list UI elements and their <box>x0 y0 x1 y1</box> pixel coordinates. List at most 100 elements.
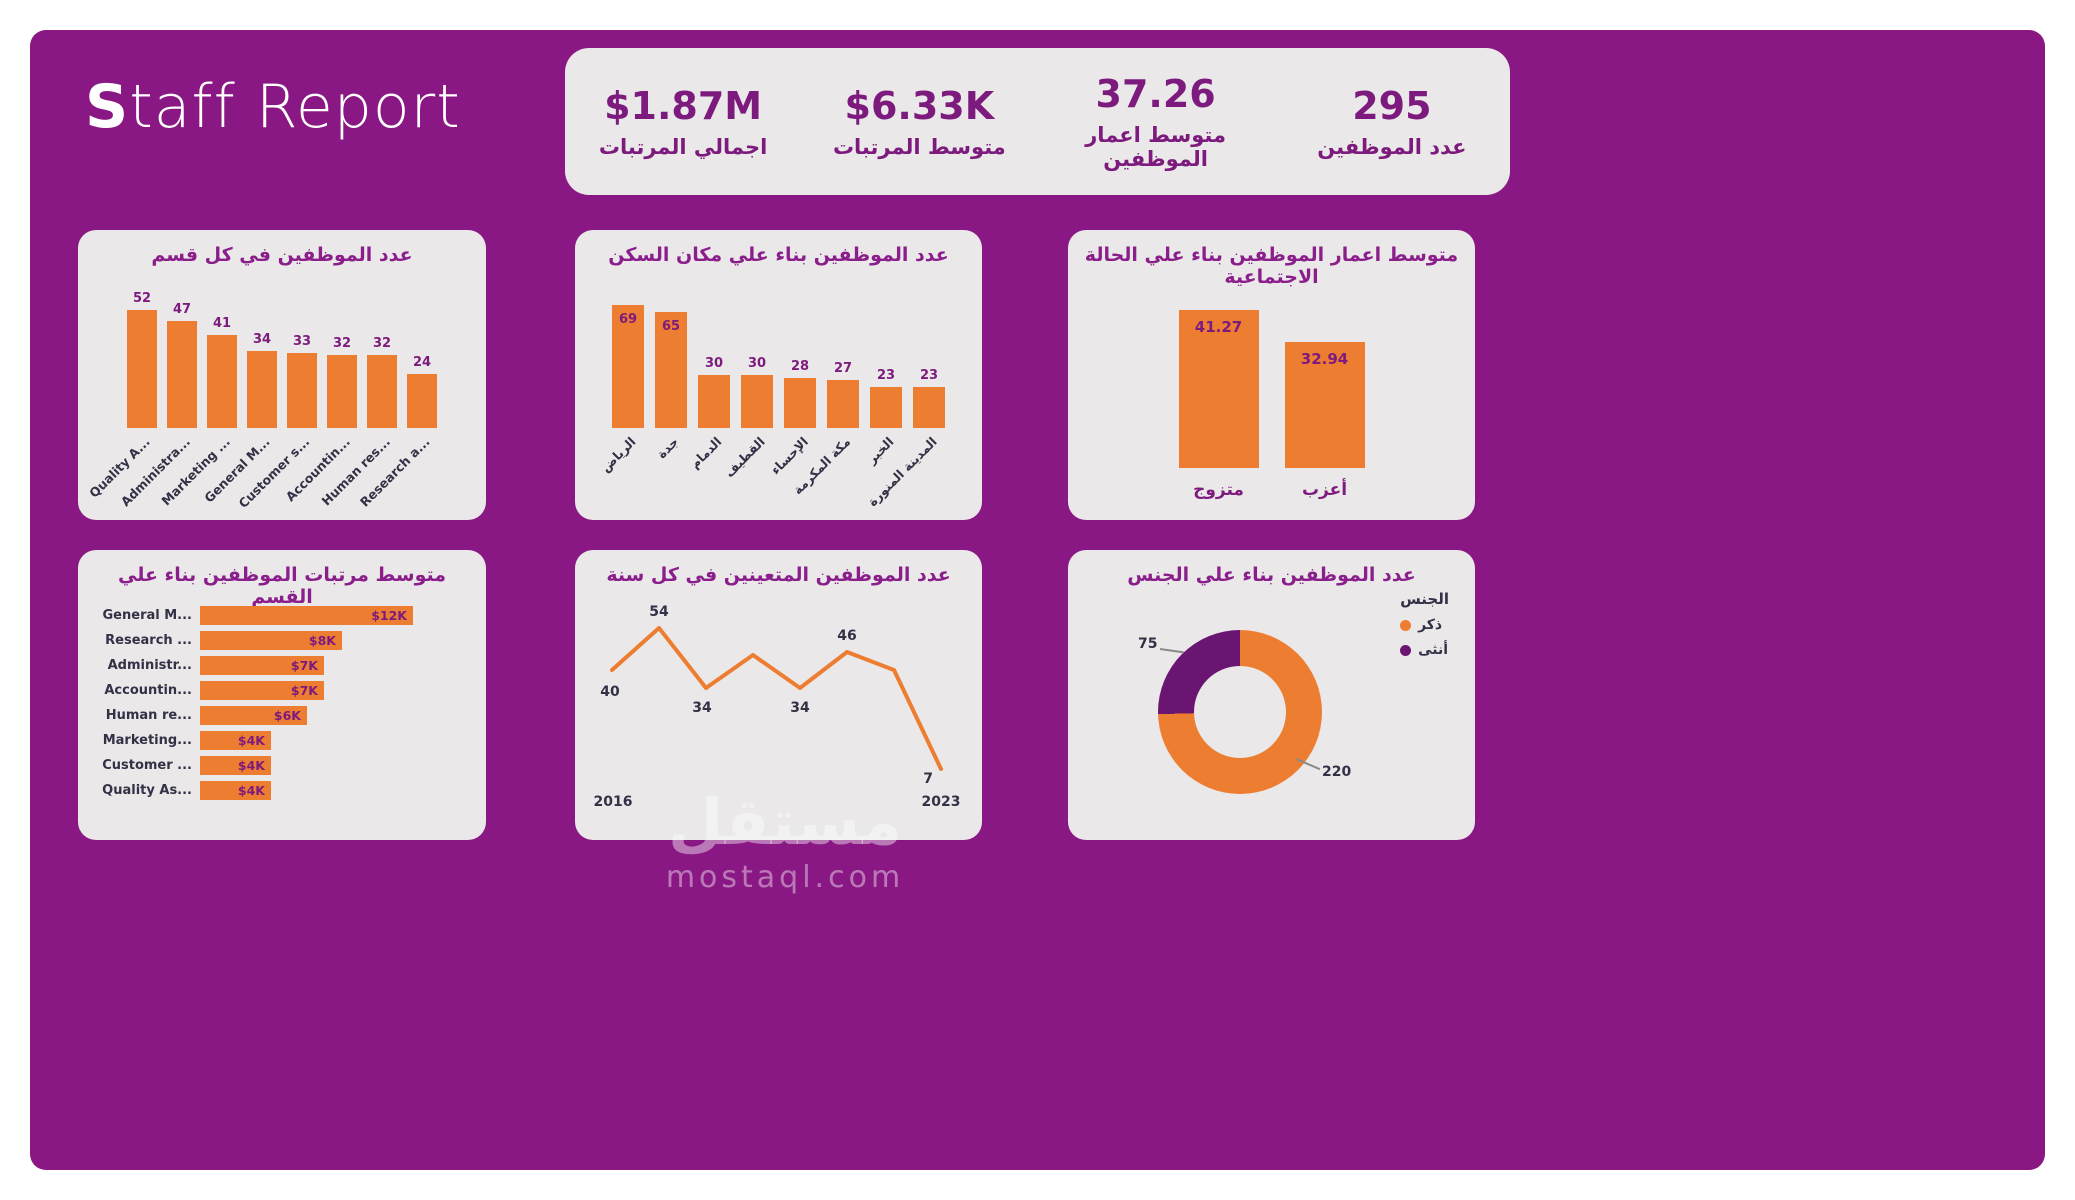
bar-value-label: $4K <box>237 733 265 748</box>
kpi-card: $1.87M اجمالي المرتبات $6.33K متوسط المر… <box>565 48 1510 195</box>
bar-value-label: $7K <box>290 683 318 698</box>
bar-avg_salary_by_department[interactable]: $6K <box>200 706 307 725</box>
male-count-label: 220 <box>1322 764 1352 780</box>
hires-line[interactable] <box>610 626 943 771</box>
female-count-label: 75 <box>1138 636 1158 652</box>
column-slot: 34 General M... <box>201 276 277 505</box>
bar-employees_by_department[interactable] <box>167 321 197 428</box>
salary-row-label: Research ... <box>105 633 192 648</box>
salary-row: Research ... $8K <box>96 631 478 650</box>
kpi-average-age-label: متوسط اعمار الموظفين <box>1085 123 1227 171</box>
bar-avg_salary_by_department[interactable]: $7K <box>200 681 324 700</box>
bar-employees_by_department[interactable] <box>287 353 317 428</box>
column-slot: 33 Customer s... <box>236 276 317 511</box>
bar-employees_by_department[interactable] <box>327 355 357 428</box>
bar-value-label: $4K <box>237 783 265 798</box>
bar-employees_by_residence[interactable] <box>612 305 644 428</box>
gender-donut-chart[interactable] <box>1158 630 1322 794</box>
bar-avg_age_by_marital_status[interactable] <box>1178 310 1259 468</box>
bar-value-label: 30 <box>704 356 724 371</box>
column-slot: 32 Accountin... <box>282 276 357 504</box>
bar-employees_by_residence[interactable] <box>741 375 773 428</box>
panel-title: متوسط مرتبات الموظفين بناء علي القسم <box>117 564 447 608</box>
category-label: جدة <box>654 434 682 462</box>
bar-employees_by_residence[interactable] <box>827 380 859 428</box>
category-label: القطيف <box>721 434 768 481</box>
column-slot: 24 Research a... <box>357 276 437 510</box>
bar-employees_by_department[interactable] <box>247 351 277 428</box>
bar-value-label: 65 <box>661 319 681 334</box>
column-slot: 69 الرياض <box>598 276 644 475</box>
category-label: الدمام <box>687 434 725 472</box>
bar-avg_salary_by_department[interactable]: $4K <box>200 731 271 750</box>
bar-employees_by_residence[interactable] <box>698 375 730 428</box>
bar-avg_salary_by_department[interactable]: $7K <box>200 656 324 675</box>
panel-avg-age-by-marital-status: متوسط اعمار الموظفين بناء علي الحالة الا… <box>1068 230 1475 520</box>
bar-employees_by_residence[interactable] <box>655 312 687 428</box>
column-slot: 47 Administra... <box>117 276 197 509</box>
salary-row: Customer ... $4K <box>96 756 478 775</box>
bar-avg_salary_by_department[interactable]: $4K <box>200 756 271 775</box>
bar-value-label: $6K <box>273 708 301 723</box>
bar-value-label: 27 <box>833 361 853 376</box>
salary-row: Quality As... $4K <box>96 781 478 800</box>
bar-value-label: $12K <box>371 608 407 623</box>
panel-employees-by-department: عدد الموظفين في كل قسم 52 Quality A... 47 A… <box>78 230 486 520</box>
category-label: Customer s... <box>235 434 313 511</box>
legend-item-female[interactable]: أنثى <box>1400 642 1449 658</box>
category-label: الرياض <box>597 434 639 475</box>
bar-value-label: $4K <box>237 758 265 773</box>
bar-employees_by_residence[interactable] <box>784 378 816 428</box>
bar-avg_salary_by_department[interactable]: $4K <box>200 781 271 800</box>
bar-employees_by_department[interactable] <box>207 335 237 428</box>
column-chart-employees-by-residence: 69 الرياض 65 جدة 30 الدمام 30 القطيف 28 الإحساء 27… <box>575 276 982 509</box>
salary-row-label: Administr... <box>107 658 192 673</box>
bar-avg_salary_by_department[interactable]: $12K <box>200 606 413 625</box>
panel-hires-per-year: عدد الموظفين المتعينين في كل سنة 40 54 34 3… <box>575 550 982 840</box>
column-slot: 41 Marketing ... <box>158 276 237 508</box>
kpi-average-salary-value: $6.33K <box>844 84 995 128</box>
bar-avg_salary_by_department[interactable]: $8K <box>200 631 342 650</box>
bar-employees_by_department[interactable] <box>367 355 397 428</box>
legend-item-male-label: ذكر <box>1418 617 1443 633</box>
bar-value-label: 23 <box>919 368 939 383</box>
legend-item-female-label: أنثى <box>1418 642 1449 658</box>
kpi-total-salaries-label: اجمالي المرتبات <box>598 135 768 159</box>
salary-row: General M... $12K <box>96 606 478 625</box>
salary-row: Human re... $6K <box>96 706 478 725</box>
bar-employees_by_department[interactable] <box>407 374 437 428</box>
panel-avg-salary-by-department: متوسط مرتبات الموظفين بناء علي القسم Gen… <box>78 550 486 840</box>
kpi-total-salaries: $1.87M اجمالي المرتبات <box>565 84 801 159</box>
line-value-label: 34 <box>790 700 810 716</box>
bar-value-label: 69 <box>618 312 638 327</box>
gender-legend: الجنس ذكر أنثى <box>1400 590 1449 658</box>
kpi-average-salary-label: متوسط المرتبات <box>832 135 1006 159</box>
salary-row: Administr... $7K <box>96 656 478 675</box>
x-axis-label: 2016 <box>594 794 633 810</box>
column-slot: 23 الخبر <box>864 276 902 466</box>
column-slot: 65 جدة <box>654 276 687 461</box>
salary-row-label: Customer ... <box>102 758 192 773</box>
bar-value-label: 28 <box>790 359 810 374</box>
legend-item-male[interactable]: ذكر <box>1400 617 1449 633</box>
column-slot: 23 المدينة المنورة <box>865 276 945 509</box>
male-color-dot-icon <box>1400 619 1412 631</box>
salary-row-label: Human re... <box>105 708 192 723</box>
bar-employees_by_department[interactable] <box>127 310 157 428</box>
bar-employees_by_residence[interactable] <box>913 387 945 428</box>
bar-value-label: 32 <box>372 336 392 351</box>
bar-avg_age_by_marital_status[interactable] <box>1284 342 1365 468</box>
bar-value-label: 23 <box>876 368 896 383</box>
category-label: أعزب <box>1301 480 1348 500</box>
column-slot: 28 الإحساء <box>767 276 816 477</box>
bar-employees_by_residence[interactable] <box>870 387 902 428</box>
panel-employees-by-residence: عدد الموظفين بناء علي مكان السكن 69 الريا… <box>575 230 982 520</box>
female-color-dot-icon <box>1400 644 1412 656</box>
kpi-average-salary: $6.33K متوسط المرتبات <box>801 84 1037 159</box>
bar-value-label: 24 <box>412 355 432 370</box>
page-title-rest: taff Report <box>129 72 461 142</box>
salary-row: Marketing... $4K <box>96 731 478 750</box>
bar-value-label: 32 <box>332 336 352 351</box>
page-title: Staff Report <box>85 72 461 142</box>
kpi-average-age-value: 37.26 <box>1095 72 1216 116</box>
